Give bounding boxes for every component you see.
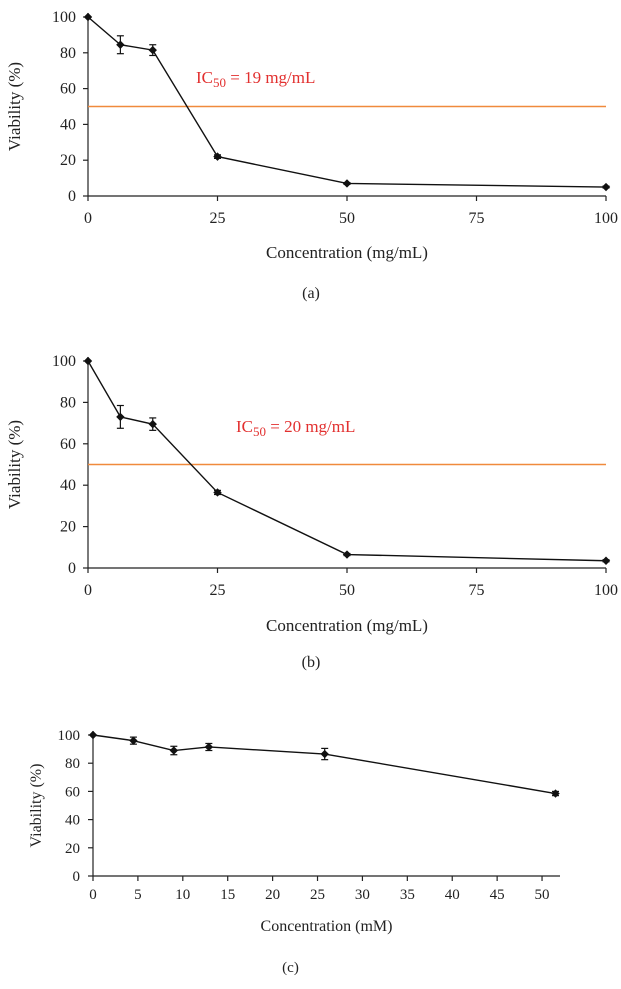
- x-tick-label: 50: [339, 582, 355, 599]
- data-point-marker: [342, 550, 352, 559]
- data-point-marker: [204, 742, 214, 752]
- y-tick-label: 100: [58, 728, 81, 744]
- y-tick-label: 20: [65, 841, 80, 857]
- x-axis-label: Concentration (mM): [261, 918, 393, 935]
- y-tick-label: 60: [60, 81, 76, 98]
- x-tick-label: 15: [220, 887, 235, 903]
- y-tick-label: 0: [73, 869, 81, 885]
- data-point-marker: [213, 488, 222, 497]
- x-tick-label: 45: [490, 887, 505, 903]
- data-point-marker: [116, 412, 125, 422]
- data-point-marker: [129, 736, 138, 745]
- x-axis-label: Concentration (mg/mL): [266, 243, 428, 262]
- data-point-marker: [88, 730, 98, 740]
- x-tick-label: 5: [134, 887, 142, 903]
- data-point-marker: [148, 419, 157, 429]
- x-tick-label: 25: [210, 582, 226, 599]
- y-tick-label: 100: [52, 353, 76, 370]
- y-tick-label: 40: [65, 813, 80, 829]
- y-tick-label: 20: [60, 519, 76, 536]
- y-tick-label: 0: [68, 560, 76, 577]
- data-point-marker: [169, 746, 179, 755]
- panel-label: (a): [302, 285, 320, 302]
- y-tick-label: 20: [60, 152, 76, 169]
- x-tick-label: 50: [339, 210, 355, 227]
- panel-label: (c): [282, 960, 299, 976]
- data-point-marker: [342, 179, 352, 188]
- x-tick-label: 0: [84, 582, 92, 599]
- x-tick-label: 0: [84, 210, 92, 227]
- data-point-marker: [83, 356, 93, 366]
- y-tick-label: 40: [60, 116, 76, 133]
- chart-panel-2: 0 25 50 75 100 0 20 40 60 80 100 Concentration (mg/…: [5, 353, 618, 671]
- x-tick-label: 40: [445, 887, 460, 903]
- data-point-marker: [601, 556, 611, 565]
- data-point-marker: [213, 152, 222, 161]
- data-point-marker: [320, 749, 329, 759]
- ic50-annotation: IC50 = 19 mg/mL: [196, 68, 315, 90]
- series-line: [92, 734, 556, 795]
- x-tick-label: 0: [89, 887, 97, 903]
- y-tick-label: 80: [60, 45, 76, 62]
- x-axis-label: Concentration (mg/mL): [266, 616, 428, 635]
- series-line: [87, 16, 607, 188]
- data-point-marker: [116, 40, 125, 49]
- x-tick-label: 25: [310, 887, 325, 903]
- y-axis-label: Viability (%): [5, 420, 24, 509]
- chart-panel-3: 0 5 10 15 20 25 30 35 40 45 50 0 20 40 60 80 100 Concentr…: [28, 728, 560, 976]
- series-line: [87, 360, 607, 562]
- y-tick-label: 60: [65, 784, 80, 800]
- x-tick-label: 25: [210, 210, 226, 227]
- x-tick-label: 50: [535, 887, 550, 903]
- panel-label: (b): [302, 654, 321, 671]
- y-tick-label: 0: [68, 188, 76, 205]
- data-point-marker: [601, 182, 611, 192]
- y-tick-label: 100: [52, 9, 76, 26]
- x-tick-label: 100: [594, 210, 618, 227]
- ic50-annotation: IC50 = 20 mg/mL: [236, 417, 355, 439]
- x-tick-label: 30: [355, 887, 370, 903]
- data-point-marker: [551, 789, 560, 798]
- y-tick-label: 40: [60, 477, 76, 494]
- y-tick-label: 60: [60, 436, 76, 453]
- y-tick-label: 80: [65, 756, 80, 772]
- x-tick-label: 10: [175, 887, 190, 903]
- x-tick-label: 75: [469, 210, 485, 227]
- data-point-marker: [148, 45, 157, 55]
- x-tick-label: 100: [594, 582, 618, 599]
- x-tick-label: 35: [400, 887, 415, 903]
- x-tick-label: 20: [265, 887, 280, 903]
- chart-panel-1: 0 25 50 75 100 0 20 40 60 80 100 Concentration (mg/…: [5, 9, 618, 302]
- x-tick-label: 75: [469, 582, 485, 599]
- y-axis-label: Viability (%): [5, 62, 24, 151]
- y-axis-label: Viability (%): [28, 764, 45, 848]
- data-point-marker: [83, 12, 93, 22]
- y-tick-label: 80: [60, 394, 76, 411]
